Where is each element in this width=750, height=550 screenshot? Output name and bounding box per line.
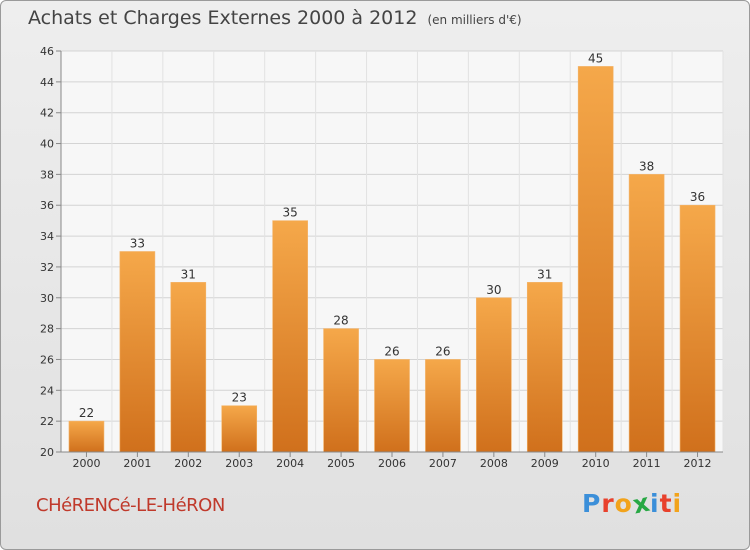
logo-letter: P (582, 489, 602, 518)
bars: 22 33 31 23 35 28 26 26 30 31 45 38 36 (68, 51, 716, 453)
value-label-2009: 31 (537, 267, 552, 281)
commune-name: CHéRENCé-LE-HéRON (36, 495, 225, 516)
x-tick-label-2003: 2003 (225, 457, 253, 470)
bar-2000 (68, 420, 105, 453)
value-label-2001: 33 (130, 237, 145, 251)
value-label-2000: 22 (79, 406, 94, 420)
bar-2003 (221, 405, 258, 453)
value-label-2004: 35 (283, 206, 298, 220)
logo-letter: o (614, 489, 633, 518)
bar-2006 (374, 359, 410, 453)
bar-2005 (323, 328, 359, 453)
bar-2001 (119, 251, 156, 453)
x-tick-label-2009: 2009 (531, 457, 559, 470)
x-tick-label-2010: 2010 (582, 457, 610, 470)
chart-title: Achats et Charges Externes 2000 à 2012 (28, 7, 418, 29)
logo-letter: i (650, 489, 660, 518)
x-tick-label-2005: 2005 (327, 457, 355, 470)
y-tick-label: 44 (40, 76, 54, 89)
value-label-2007: 26 (435, 344, 450, 358)
x-tick-label-2008: 2008 (480, 457, 508, 470)
x-tick-label-2004: 2004 (276, 457, 304, 470)
bar-2004 (272, 220, 308, 453)
y-axis: 20 22 24 26 28 30 32 34 36 38 40 42 44 46 (40, 45, 62, 459)
logo-letter: r (601, 489, 615, 518)
value-label-2006: 26 (384, 344, 399, 358)
bar-2009 (526, 282, 563, 453)
y-tick-label: 30 (40, 292, 54, 305)
logo-letter: t (659, 489, 673, 518)
x-tick-label-2007: 2007 (429, 457, 457, 470)
value-label-2011: 38 (639, 159, 654, 173)
value-label-2012: 36 (690, 190, 705, 204)
value-label-2003: 23 (232, 391, 247, 405)
y-tick-label: 42 (40, 107, 54, 120)
x-tick-label-2002: 2002 (174, 457, 202, 470)
bar-2007 (425, 359, 461, 453)
y-tick-label: 46 (40, 45, 54, 58)
x-axis: 2000 2001 2002 2003 2004 2005 2006 2007 2008 2009… (61, 451, 723, 470)
y-tick-label: 38 (40, 168, 54, 181)
title-row: Achats et Charges Externes 2000 à 2012 (e… (28, 7, 522, 29)
y-tick-label: 40 (40, 138, 54, 151)
x-tick-label-2001: 2001 (123, 457, 151, 470)
bar-2012 (679, 204, 716, 453)
y-tick-label: 22 (40, 415, 54, 428)
bar-2008 (476, 297, 512, 453)
y-tick-label: 36 (40, 199, 54, 212)
proxiti-logo: Proxiti (582, 488, 683, 520)
bar-2010 (577, 66, 614, 453)
value-label-2010: 45 (588, 51, 603, 65)
value-label-2002: 31 (181, 267, 196, 281)
x-tick-label-2011: 2011 (633, 457, 661, 470)
y-tick-label: 20 (40, 446, 54, 459)
chart-subtitle: (en milliers d'€) (427, 13, 522, 27)
y-tick-label: 26 (40, 353, 54, 366)
x-tick-label-2012: 2012 (684, 457, 712, 470)
x-tick-label-2000: 2000 (72, 457, 100, 470)
logo-letter: i (672, 489, 683, 518)
y-tick-label: 28 (40, 323, 54, 336)
bar-2002 (170, 282, 207, 453)
value-label-2005: 28 (333, 314, 348, 328)
y-tick-label: 32 (40, 261, 54, 274)
y-tick-label: 34 (40, 230, 54, 243)
y-tick-label: 24 (40, 384, 54, 397)
x-tick-label-2006: 2006 (378, 457, 406, 470)
value-label-2008: 30 (486, 283, 501, 297)
bar-2011 (628, 174, 665, 453)
